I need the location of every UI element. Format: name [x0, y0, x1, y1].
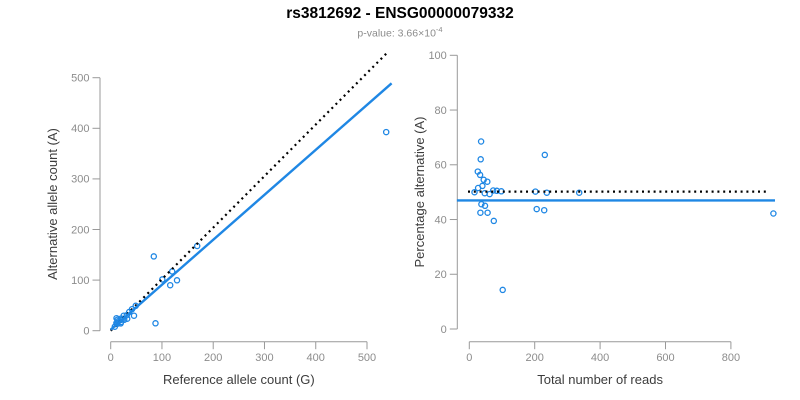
x-axis-tick-label: 100: [153, 352, 171, 364]
x-axis-tick-label: 300: [255, 352, 273, 364]
data-point: [770, 210, 777, 217]
data-point: [489, 187, 497, 194]
p-value-text: p-value: 3.66×10: [357, 27, 436, 40]
y-axis-tick-label: 500: [71, 73, 89, 85]
y-axis-tick-label: 20: [435, 269, 447, 281]
y-axis-tick-label: 300: [71, 174, 89, 186]
y-axis-tick-label: 0: [83, 326, 89, 338]
y-axis-tick-label: 200: [71, 224, 89, 236]
data-point: [123, 311, 131, 319]
data-point: [493, 187, 501, 195]
x-axis-tick-label: 400: [307, 352, 325, 364]
data-point: [484, 178, 491, 185]
figure-title: rs3812692 - ENSG00000079332: [286, 5, 514, 22]
data-point: [533, 205, 540, 213]
y-axis-title: Alternative allele count (A): [45, 128, 60, 280]
data-point: [111, 323, 119, 330]
data-point: [477, 209, 484, 216]
data-point: [130, 312, 138, 319]
y-axis-tick-label: 0: [441, 324, 447, 336]
y-axis-tick-label: 40: [435, 214, 447, 226]
x-axis-title: Reference allele count (G): [163, 372, 315, 387]
data-point: [486, 190, 493, 198]
y-axis-tick-label: 80: [435, 105, 447, 117]
x-axis-tick-label: 500: [358, 352, 376, 364]
data-point: [166, 281, 174, 289]
data-point: [540, 206, 548, 214]
identity-dotted-line: [109, 51, 389, 332]
y-axis-title: Percentage alternative (A): [412, 116, 427, 267]
data-point: [150, 253, 158, 260]
data-point: [382, 128, 390, 136]
x-axis-tick-label: 800: [722, 352, 740, 364]
data-point: [152, 320, 159, 327]
data-point: [476, 171, 484, 179]
data-point: [477, 138, 485, 145]
x-axis-title: Total number of reads: [537, 372, 663, 387]
x-axis-tick-label: 400: [591, 352, 609, 364]
y-axis-tick-label: 400: [71, 123, 89, 135]
p-value-subtitle: p-value: 3.66×10-4: [0, 25, 800, 40]
x-axis-tick-label: 0: [466, 352, 472, 364]
percentage-vs-reads-scatter: 0 20 40 60 80 100 0 200 400 600 800 Total number of…: [412, 50, 777, 387]
y-axis-tick-label: 100: [428, 50, 446, 62]
data-point: [477, 156, 484, 163]
regression-line: [109, 82, 393, 331]
x-axis-tick-label: 200: [204, 352, 222, 364]
data-point: [173, 277, 181, 284]
data-point: [575, 189, 583, 196]
data-point: [541, 151, 549, 159]
data-point: [484, 209, 491, 216]
data-point: [474, 184, 482, 192]
data-point: [159, 276, 166, 283]
y-axis-tick-label: 100: [71, 275, 89, 287]
data-point: [499, 286, 506, 294]
allele-counts-scatter: 0 100 200 300 400 500 0 100 200 300 400 500 Referenc…: [45, 51, 393, 387]
x-axis-tick-label: 200: [526, 352, 544, 364]
data-point: [481, 202, 489, 210]
data-point: [490, 217, 498, 225]
p-value-exponent: -4: [435, 25, 443, 34]
y-axis-tick-label: 60: [435, 160, 447, 172]
x-axis-tick-label: 0: [108, 352, 114, 364]
x-axis-tick-label: 600: [656, 352, 674, 364]
data-point: [471, 188, 478, 196]
